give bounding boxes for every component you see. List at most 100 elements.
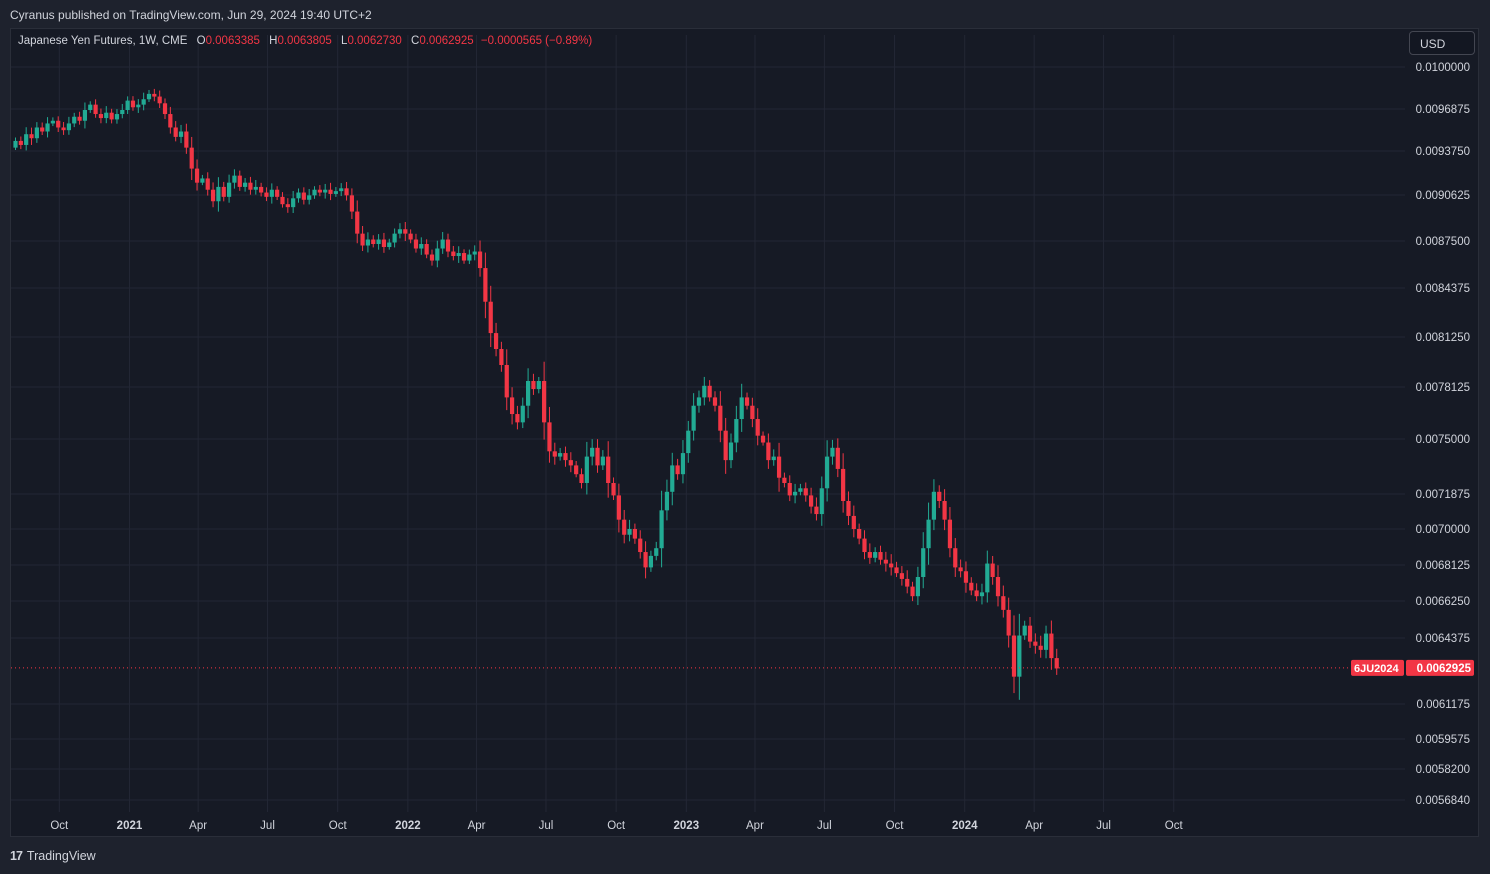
candle [34,122,39,143]
candle [915,566,920,606]
candle-body [232,175,237,183]
candle-body [814,506,819,515]
currency-button[interactable]: USD [1409,31,1475,55]
candle [899,566,904,586]
candle-body [184,131,189,148]
candle [574,461,579,478]
candle-body [792,491,798,496]
candle [728,433,734,469]
candle-body [269,189,274,197]
x-tick-label: Jul [1096,820,1111,832]
candle-body [536,381,541,390]
candle [1022,620,1027,640]
candle [841,453,846,513]
candle [61,121,66,135]
candle-body [782,477,787,483]
candle [136,99,141,113]
candle-body [905,578,910,587]
candle-body [990,563,995,577]
candle [184,123,189,154]
candle [590,439,595,466]
candle-body [403,229,408,234]
candle [931,479,937,531]
footer: 17 TradingView [0,838,1490,874]
candle [285,198,290,213]
candle-body [857,529,862,539]
symbol-title[interactable]: Japanese Yen Futures, 1W, CME [18,35,188,47]
candle-body [809,495,814,507]
candle [130,96,136,111]
open-value: 0.0063385 [205,35,260,47]
candle-body [29,134,34,139]
y-tick-label: 0.0058200 [1416,764,1470,776]
x-tick-label: Oct [886,820,905,832]
candle-body [835,447,840,469]
last-price-tag-value: 0.0062925 [1417,663,1472,675]
candle-body [702,385,707,398]
candle-body [979,592,985,597]
candle-body [568,460,573,466]
candle-body [1033,641,1038,646]
candle-body [120,110,125,115]
candle [205,172,210,196]
last-price-tags: 6JU2024 0.0062925 [1351,659,1474,676]
candle-body [307,195,312,200]
candle [873,547,878,563]
candle-body [136,104,141,108]
candle-body [178,131,184,137]
candle [659,490,664,568]
candle-body [435,248,440,261]
candle-body [643,552,648,568]
candle-body [670,465,675,492]
candle [878,545,883,565]
candle-body [707,385,712,398]
candle [760,431,766,446]
candle-body [969,582,974,591]
y-tick-label: 0.0064375 [1416,633,1470,645]
candle [595,439,600,473]
candle [809,487,814,514]
candle-body [40,127,45,132]
candle-body [873,552,878,558]
candle-body [547,422,552,452]
candle [520,397,525,429]
candle [88,101,93,113]
ohlc-legend: Japanese Yen Futures, 1W, CME O0.0063385… [18,35,592,47]
candle [98,108,104,124]
candle-body [509,397,515,415]
candle [232,169,237,189]
candle-body [210,189,216,202]
candle [264,187,269,202]
candle [419,237,424,255]
y-tick-label: 0.0075000 [1416,434,1470,446]
candle [269,183,274,204]
candle-body [595,447,600,466]
candle [152,88,157,102]
candle-body [606,456,611,483]
candle [1043,625,1049,659]
candle-body [226,182,232,197]
candle [72,112,77,128]
tradingview-logo[interactable]: 17 TradingView [10,849,96,863]
candle-body [755,419,760,436]
candle [173,121,178,142]
candle [323,183,328,199]
candle [413,233,419,253]
candle-body [926,519,931,549]
candle [696,390,702,413]
candle-body [328,189,333,194]
candle [29,127,34,145]
chart-pane[interactable] [10,28,1479,837]
candle-body [141,99,146,105]
candle-body [408,233,413,240]
candle [509,387,515,425]
candle-body [413,239,419,249]
candle-body [296,192,301,199]
candle-body [301,192,306,200]
candle [792,483,798,504]
x-tick-label: 2024 [952,820,978,832]
candle [830,439,835,465]
candle [499,341,504,372]
candle [162,98,168,119]
